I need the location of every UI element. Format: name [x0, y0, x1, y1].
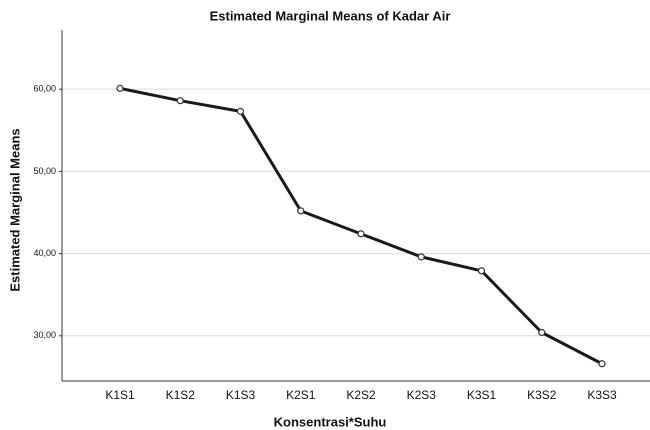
y-axis-label: Estimated Marginal Means	[7, 128, 22, 291]
y-tick-label: 30,00	[33, 330, 56, 340]
y-tick-label: 50,00	[33, 166, 56, 176]
point	[477, 267, 486, 275]
point	[176, 97, 184, 105]
x-tick-label: K1S1	[105, 388, 135, 402]
y-tick-label: 40,00	[33, 248, 56, 258]
x-tick-label: K2S1	[286, 388, 316, 402]
x-tick-label: K2S3	[407, 388, 437, 402]
chart-title: Estimated Marginal Means of Kadar Air	[210, 8, 451, 23]
x-tick-label: K3S3	[587, 388, 617, 402]
point	[538, 328, 546, 337]
x-tick-label: K1S2	[166, 388, 196, 402]
point	[357, 230, 365, 238]
x-tick-label: K1S3	[226, 388, 256, 402]
point	[297, 207, 305, 215]
point	[417, 253, 425, 261]
x-tick-label: K2S2	[346, 388, 376, 402]
y-tick-label: 60,00	[33, 84, 56, 94]
point	[598, 360, 606, 368]
x-tick-label: K3S1	[467, 388, 497, 402]
series-line	[119, 86, 603, 366]
x-tick-label: K3S2	[527, 388, 557, 402]
point	[236, 107, 245, 115]
point	[116, 84, 124, 92]
x-axis-label: Konsentrasi*Suhu	[274, 414, 387, 429]
